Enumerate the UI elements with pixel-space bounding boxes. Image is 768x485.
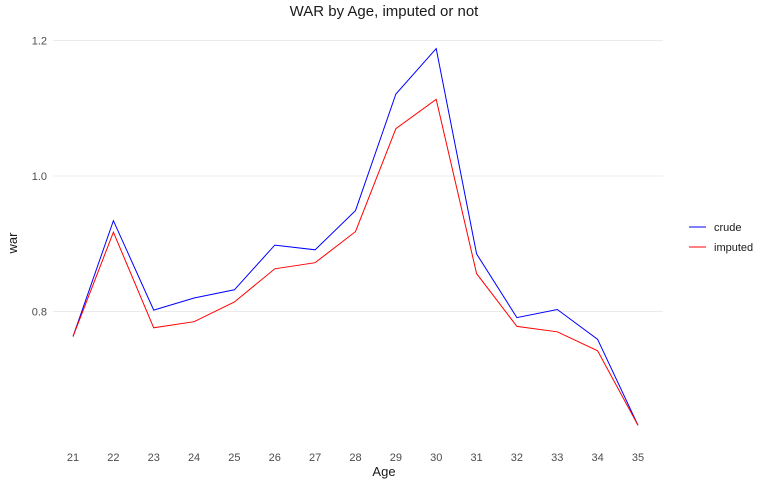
legend: crude imputed bbox=[689, 222, 753, 254]
x-tick-label: 34 bbox=[592, 452, 604, 464]
gridlines bbox=[53, 40, 663, 312]
legend-label-imputed: imputed bbox=[714, 242, 753, 254]
x-tick-label: 31 bbox=[470, 452, 482, 464]
x-tick-label: 35 bbox=[632, 452, 644, 464]
y-tick-label: 0.8 bbox=[32, 307, 47, 319]
x-axis-title: Age bbox=[372, 464, 395, 479]
x-tick-label: 28 bbox=[349, 452, 361, 464]
x-tick-label: 33 bbox=[551, 452, 563, 464]
x-tick-label: 27 bbox=[309, 452, 321, 464]
series-line-imputed bbox=[72, 98, 639, 426]
chart-title: WAR by Age, imputed or not bbox=[290, 3, 480, 20]
x-tick-label: 30 bbox=[430, 452, 442, 464]
y-tick-label: 1.0 bbox=[32, 171, 47, 183]
legend-label-crude: crude bbox=[714, 222, 742, 234]
x-tick-label: 22 bbox=[107, 452, 119, 464]
y-axis-ticks: 0.8 1.0 1.2 bbox=[32, 36, 47, 319]
x-axis-ticks: 21 22 23 24 25 26 27 28 29 30 31 32 33 34 35 bbox=[67, 452, 644, 464]
x-tick-label: 32 bbox=[511, 452, 523, 464]
x-tick-label: 21 bbox=[67, 452, 79, 464]
x-tick-label: 24 bbox=[188, 452, 200, 464]
x-tick-label: 29 bbox=[390, 452, 402, 464]
data-lines bbox=[72, 47, 639, 426]
y-axis-title: war bbox=[5, 232, 20, 255]
x-tick-label: 23 bbox=[148, 452, 160, 464]
x-tick-label: 25 bbox=[228, 452, 240, 464]
x-tick-label: 26 bbox=[269, 452, 281, 464]
y-tick-label: 1.2 bbox=[32, 36, 47, 48]
series-line-crude bbox=[72, 47, 639, 426]
